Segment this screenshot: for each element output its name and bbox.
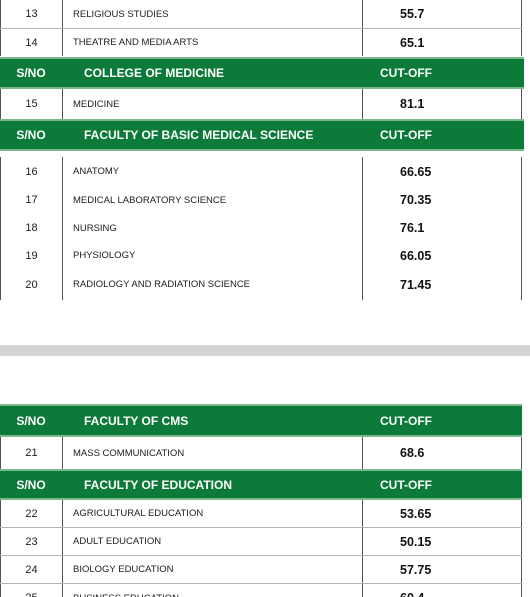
- section-header-education: S/NO FACULTY OF EDUCATION CUT-OFF: [0, 469, 522, 500]
- cutoff-mark: 60.4: [362, 584, 522, 597]
- section-title: COLLEGE OF MEDICINE: [84, 66, 225, 80]
- table-row: 17 MEDICAL LABORATORY SCIENCE 70.35: [0, 186, 522, 214]
- cutoff-table-bottom: S/NO FACULTY OF CMS CUT-OFF 21 MASS COMM…: [0, 404, 530, 597]
- section-title: FACULTY OF EDUCATION: [84, 477, 232, 492]
- serial-number: 19: [0, 242, 62, 269]
- serial-number: 13: [0, 0, 62, 28]
- table-row: 18 NURSING 76.1: [0, 214, 522, 242]
- section-header-cms: S/NO FACULTY OF CMS CUT-OFF: [0, 404, 522, 437]
- course-name: RADIOLOGY AND RADIATION SCIENCE: [62, 269, 362, 300]
- serial-number: 24: [0, 556, 62, 583]
- section-title: FACULTY OF BASIC MEDICAL SCIENCE: [84, 128, 314, 142]
- row-divider: [0, 527, 522, 528]
- cutoff-mark: 76.1: [362, 214, 522, 242]
- serial-number: 14: [0, 29, 62, 56]
- section-divider: [0, 345, 530, 356]
- section-header-college-of-medicine: S/NO COLLEGE OF MEDICINE CUT-OFF: [0, 57, 524, 89]
- section-header-basic-medical-science: S/NO FACULTY OF BASIC MEDICAL SCIENCE CU…: [0, 119, 524, 151]
- serial-number: 18: [0, 214, 62, 242]
- serial-number: 17: [0, 186, 62, 214]
- cutoff-mark: 53.65: [362, 500, 522, 527]
- cutoff-mark: 50.15: [362, 528, 522, 555]
- table-row: 20 RADIOLOGY AND RADIATION SCIENCE 71.45: [0, 269, 522, 300]
- serial-number: 25: [0, 584, 62, 597]
- table-row: 21 MASS COMMUNICATION 68.6: [0, 437, 522, 469]
- cutoff-column-header: CUT-OFF: [380, 477, 432, 492]
- cutoff-column-header: CUT-OFF: [380, 66, 432, 80]
- table-row: 13 RELIGIOUS STUDIES 55.7: [0, 0, 522, 28]
- cutoff-column-header: CUT-OFF: [380, 413, 432, 428]
- course-name: ANATOMY: [62, 157, 362, 186]
- cutoff-table-top: 13 RELIGIOUS STUDIES 55.7 14 THEATRE AND…: [0, 0, 524, 300]
- serial-number: 15: [0, 89, 62, 119]
- cutoff-mark: 65.1: [362, 29, 522, 56]
- sn-column-header: S/NO: [16, 413, 46, 428]
- row-divider: [0, 28, 522, 29]
- sn-column-header: S/NO: [16, 66, 46, 80]
- serial-number: 22: [0, 500, 62, 527]
- table-row: 25 BUSINESS EDUCATION 60.4: [0, 584, 522, 597]
- row-divider: [0, 555, 522, 556]
- sn-column-header: S/NO: [16, 477, 46, 492]
- course-name: NURSING: [62, 214, 362, 242]
- table-row: 19 PHYSIOLOGY 66.05: [0, 242, 522, 269]
- serial-number: 16: [0, 157, 62, 186]
- cutoff-mark: 66.65: [362, 157, 522, 186]
- course-name: MEDICAL LABORATORY SCIENCE: [62, 186, 362, 214]
- cutoff-mark: 57.75: [362, 556, 522, 583]
- serial-number: 21: [0, 437, 62, 469]
- cutoff-mark: 81.1: [362, 89, 522, 119]
- section-title: FACULTY OF CMS: [84, 413, 189, 428]
- course-name: ADULT EDUCATION: [62, 528, 362, 555]
- course-name: RELIGIOUS STUDIES: [62, 0, 362, 28]
- row-divider: [0, 583, 522, 584]
- course-name: PHYSIOLOGY: [62, 242, 362, 269]
- sn-column-header: S/NO: [16, 128, 46, 142]
- serial-number: 20: [0, 269, 62, 300]
- table-row: 22 AGRICULTURAL EDUCATION 53.65: [0, 500, 522, 527]
- table-row: 24 BIOLOGY EDUCATION 57.75: [0, 556, 522, 583]
- cutoff-mark: 68.6: [362, 437, 522, 469]
- table-row: 16 ANATOMY 66.65: [0, 157, 522, 186]
- course-name: MASS COMMUNICATION: [62, 437, 362, 469]
- table-row: 23 ADULT EDUCATION 50.15: [0, 528, 522, 555]
- serial-number: 23: [0, 528, 62, 555]
- cutoff-mark: 70.35: [362, 186, 522, 214]
- cutoff-mark: 71.45: [362, 269, 522, 300]
- course-name: THEATRE AND MEDIA ARTS: [62, 29, 362, 56]
- course-name: BIOLOGY EDUCATION: [62, 556, 362, 583]
- course-name: BUSINESS EDUCATION: [62, 584, 362, 597]
- table-row: 15 MEDICINE 81.1: [0, 89, 522, 119]
- table-row: 14 THEATRE AND MEDIA ARTS 65.1: [0, 29, 522, 56]
- course-name: MEDICINE: [62, 89, 362, 119]
- cutoff-column-header: CUT-OFF: [380, 128, 432, 142]
- cutoff-mark: 55.7: [362, 0, 522, 28]
- course-name: AGRICULTURAL EDUCATION: [62, 500, 362, 527]
- cutoff-mark: 66.05: [362, 242, 522, 269]
